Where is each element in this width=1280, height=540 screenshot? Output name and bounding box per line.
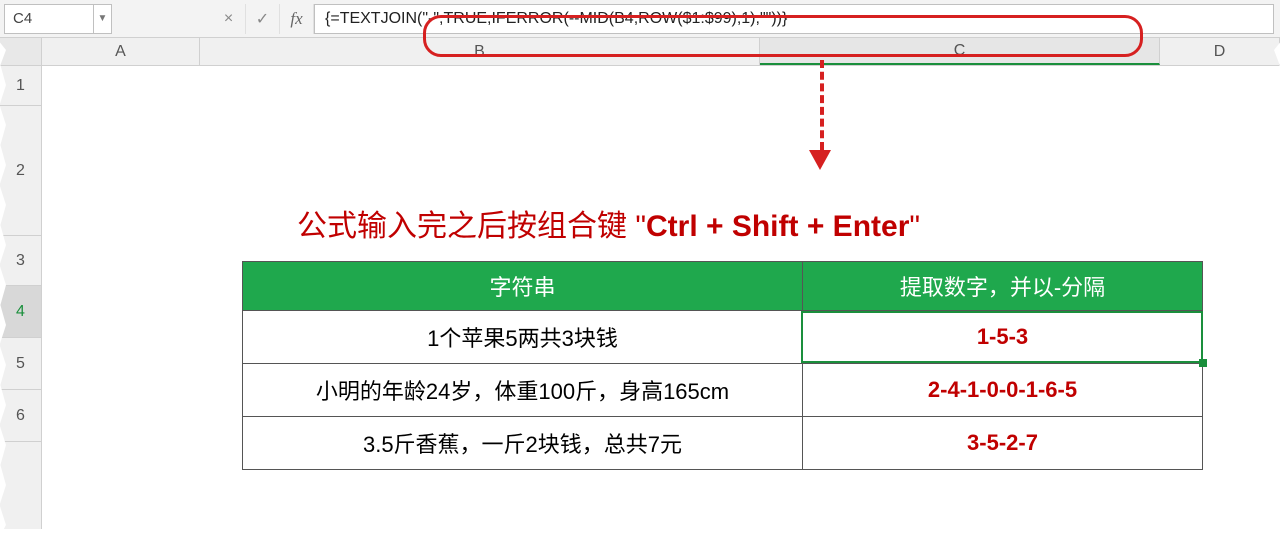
name-box-value: C4 (13, 10, 32, 27)
arrow-head-icon (809, 150, 831, 170)
cell-extract[interactable]: 2-4-1-0-0-1-6-5 (803, 364, 1203, 417)
row-header-5[interactable]: 5 (0, 338, 41, 390)
formula-input[interactable]: {=TEXTJOIN("-",TRUE,IFERROR(--MID(B4,ROW… (314, 4, 1274, 34)
cancel-icon[interactable]: × (212, 4, 246, 34)
row-header-1[interactable]: 1 (0, 66, 41, 106)
data-table: 字符串 提取数字，并以-分隔 1个苹果5两共3块钱1-5-3小明的年龄24岁，体… (242, 261, 1203, 470)
instruction-prefix: 公式输入完之后按组合键 " (297, 210, 646, 243)
cell-extract[interactable]: 3-5-2-7 (803, 417, 1203, 470)
header-string: 字符串 (243, 262, 803, 311)
cell-extract[interactable]: 1-5-3 (803, 311, 1203, 364)
instruction-keys: Ctrl + Shift + Enter (646, 210, 909, 243)
confirm-icon[interactable]: ✓ (246, 4, 280, 34)
name-box[interactable]: C4 (4, 4, 94, 34)
cells-area[interactable]: 公式输入完之后按组合键 "Ctrl + Shift + Enter" 字符串 提… (42, 66, 1280, 529)
row-header-2[interactable]: 2 (0, 106, 41, 236)
instruction-suffix: " (909, 210, 920, 243)
fx-icon[interactable]: fx (280, 4, 314, 34)
col-header-d[interactable]: D (1160, 38, 1280, 65)
cell-string[interactable]: 3.5斤香蕉，一斤2块钱，总共7元 (243, 417, 803, 470)
fill-handle[interactable] (1199, 359, 1207, 367)
row-header-6[interactable]: 6 (0, 390, 41, 442)
table-row: 小明的年龄24岁，体重100斤，身高165cm2-4-1-0-0-1-6-5 (243, 364, 1203, 417)
row-headers: 123456 (0, 66, 42, 529)
header-extract: 提取数字，并以-分隔 (803, 262, 1203, 311)
column-headers: A B C D (0, 38, 1280, 66)
row-header-4[interactable]: 4 (0, 286, 41, 338)
cell-string[interactable]: 1个苹果5两共3块钱 (243, 311, 803, 364)
arrow-line (820, 60, 824, 150)
formula-bar: C4 ▼ × ✓ fx {=TEXTJOIN("-",TRUE,IFERROR(… (0, 0, 1280, 38)
select-all-corner[interactable] (0, 38, 42, 65)
col-header-a[interactable]: A (42, 38, 200, 65)
table-row: 3.5斤香蕉，一斤2块钱，总共7元3-5-2-7 (243, 417, 1203, 470)
formula-text: {=TEXTJOIN("-",TRUE,IFERROR(--MID(B4,ROW… (325, 10, 787, 28)
table-header-row: 字符串 提取数字，并以-分隔 (243, 262, 1203, 311)
cell-string[interactable]: 小明的年龄24岁，体重100斤，身高165cm (243, 364, 803, 417)
row-header-3[interactable]: 3 (0, 236, 41, 286)
name-box-dropdown[interactable]: ▼ (94, 4, 112, 34)
grid-area: 123456 公式输入完之后按组合键 "Ctrl + Shift + Enter… (0, 66, 1280, 529)
instruction-text: 公式输入完之后按组合键 "Ctrl + Shift + Enter" (297, 201, 920, 245)
col-header-b[interactable]: B (200, 38, 760, 65)
table-row: 1个苹果5两共3块钱1-5-3 (243, 311, 1203, 364)
